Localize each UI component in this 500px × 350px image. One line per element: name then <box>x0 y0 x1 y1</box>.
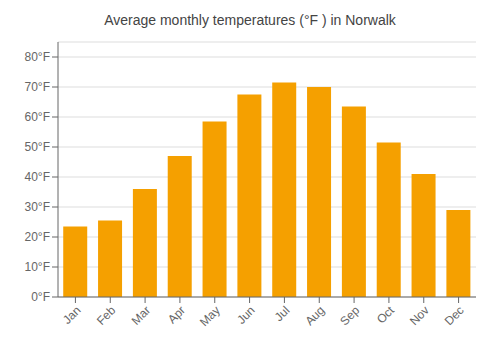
svg-text:Apr: Apr <box>165 303 188 326</box>
svg-text:60°F: 60°F <box>25 110 50 124</box>
svg-text:Sep: Sep <box>337 303 362 328</box>
svg-text:Nov: Nov <box>407 303 432 328</box>
svg-text:40°F: 40°F <box>25 170 50 184</box>
svg-text:May: May <box>197 303 223 329</box>
svg-text:10°F: 10°F <box>25 260 50 274</box>
svg-text:Mar: Mar <box>129 303 154 328</box>
svg-text:Dec: Dec <box>442 303 467 328</box>
svg-text:80°F: 80°F <box>25 50 50 64</box>
svg-text:Aug: Aug <box>302 303 327 328</box>
svg-text:50°F: 50°F <box>25 140 50 154</box>
html-text:Average monthly temperatures (: Average monthly temperatures (°F ) in No… <box>104 12 396 28</box>
svg-text:Jul: Jul <box>272 303 293 324</box>
svg-text:70°F: 70°F <box>25 80 50 94</box>
svg-text:30°F: 30°F <box>25 200 50 214</box>
svg-text:20°F: 20°F <box>25 230 50 244</box>
svg-text:Oct: Oct <box>374 303 398 327</box>
svg-text:Jun: Jun <box>234 303 258 327</box>
svg-text:0°F: 0°F <box>31 290 50 304</box>
svg-text:Feb: Feb <box>94 303 119 328</box>
svg-text:Jan: Jan <box>60 303 84 327</box>
